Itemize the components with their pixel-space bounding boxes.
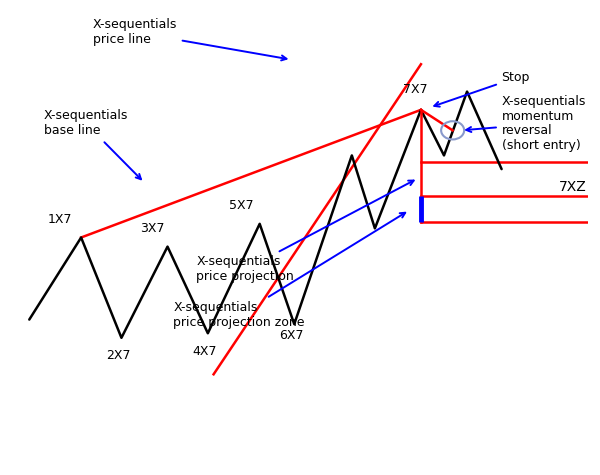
Text: 4X7: 4X7	[193, 345, 217, 358]
Text: 7XZ: 7XZ	[559, 180, 587, 194]
Text: 5X7: 5X7	[229, 200, 254, 212]
Text: 6X7: 6X7	[279, 329, 304, 342]
Text: 7X7: 7X7	[403, 83, 428, 96]
Text: X-sequentials
price projection zone: X-sequentials price projection zone	[173, 213, 405, 329]
Text: X-sequentials
price projection: X-sequentials price projection	[196, 180, 413, 284]
Text: 1X7: 1X7	[48, 213, 73, 226]
Text: 3X7: 3X7	[140, 222, 164, 235]
Text: X-sequentials
base line: X-sequentials base line	[44, 110, 141, 179]
Text: Stop: Stop	[434, 71, 530, 107]
Text: X-sequentials
price line: X-sequentials price line	[92, 19, 286, 60]
Text: X-sequentials
momentum
reversal
(short entry): X-sequentials momentum reversal (short e…	[466, 95, 586, 152]
Text: 2X7: 2X7	[106, 349, 131, 362]
